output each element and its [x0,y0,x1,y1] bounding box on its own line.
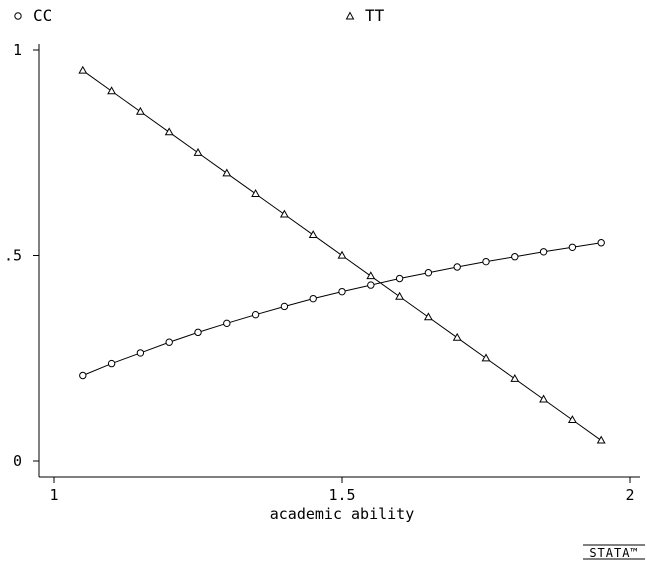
y-tick-label: 1 [13,41,22,59]
data-point-tt [366,271,376,280]
data-point-cc [165,338,173,346]
legend-label-cc: CC [33,6,52,25]
data-point-tt [135,106,145,115]
data-point-cc [309,294,317,303]
data-point-tt [452,332,462,341]
legend-label-tt: TT [365,6,385,25]
data-point-cc [367,281,375,289]
data-point-cc [280,302,289,311]
data-point-tt [279,209,289,218]
legend-item-cc: CC [14,6,52,25]
data-point-tt [251,189,261,197]
data-point-tt [395,291,405,300]
data-point-cc [223,319,231,328]
data-point-cc [395,274,404,283]
x-tick-label: 2 [625,486,634,504]
y-tick-label: 0 [13,452,22,470]
data-point-cc [194,328,202,337]
series-line-cc [82,242,602,376]
stata-logo: STATA™ [583,544,645,560]
data-point-tt [510,373,520,382]
data-point-tt [78,65,88,74]
data-point-tt [164,127,174,136]
data-point-tt [193,147,203,156]
stata-logo-text: STATA™ [589,546,638,560]
legend-item-tt: TT [345,6,385,25]
data-point-tt [567,415,577,423]
data-point-tt [222,168,232,177]
data-point-cc [568,243,577,251]
data-point-tt [308,230,318,239]
data-point-cc [107,359,116,368]
data-point-cc [453,263,461,271]
data-point-cc [597,239,605,247]
series-tt [78,65,606,444]
data-point-cc [79,371,87,380]
legend-marker-cc [14,12,22,20]
data-point-cc [482,257,490,266]
data-point-cc [539,248,548,256]
data-point-tt [481,353,491,362]
x-tick-label: 1.5 [328,486,355,504]
data-point-tt [596,435,606,444]
x-axis-label: academic ability [270,505,415,523]
data-point-cc [338,287,346,296]
data-point-tt [423,312,433,321]
plot-area [78,65,606,444]
legend-marker-tt [345,11,355,20]
data-point-tt [107,86,117,95]
data-point-cc [136,349,145,357]
x-tick-label: 1 [49,486,58,504]
legend: CC TT [14,6,385,25]
data-point-cc [511,253,519,261]
y-tick-label: .5 [4,247,22,265]
x-axis: 1 1.5 2 academic ability [39,476,640,523]
data-point-tt [337,250,347,259]
data-point-tt [539,394,549,403]
y-axis: 0.51 [4,41,40,477]
data-point-cc [424,269,433,277]
data-point-cc [251,310,260,319]
series-cc [79,239,605,380]
